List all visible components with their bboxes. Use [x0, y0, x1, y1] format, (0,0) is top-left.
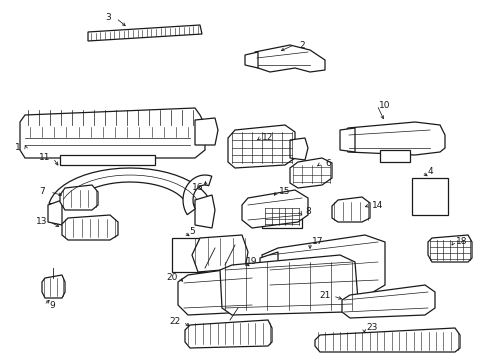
- Polygon shape: [48, 200, 62, 225]
- Polygon shape: [289, 138, 307, 160]
- Polygon shape: [183, 175, 211, 215]
- Text: 22: 22: [169, 318, 180, 327]
- Text: 19: 19: [246, 257, 257, 266]
- Polygon shape: [341, 285, 434, 318]
- Text: 10: 10: [379, 100, 390, 109]
- Text: 1: 1: [15, 144, 21, 153]
- Text: 8: 8: [305, 207, 310, 216]
- Text: 4: 4: [427, 167, 432, 176]
- Polygon shape: [88, 25, 202, 41]
- Polygon shape: [192, 235, 247, 272]
- Text: 17: 17: [312, 238, 323, 247]
- Polygon shape: [289, 158, 331, 188]
- Polygon shape: [260, 252, 278, 295]
- Polygon shape: [20, 108, 204, 158]
- Polygon shape: [60, 185, 98, 210]
- Polygon shape: [331, 197, 369, 222]
- Polygon shape: [253, 45, 325, 72]
- Polygon shape: [411, 178, 447, 215]
- Text: 13: 13: [36, 217, 48, 226]
- Polygon shape: [244, 52, 258, 68]
- Polygon shape: [220, 255, 357, 315]
- Polygon shape: [60, 155, 155, 165]
- Polygon shape: [184, 320, 271, 348]
- Text: 12: 12: [262, 134, 273, 143]
- Polygon shape: [262, 205, 302, 228]
- Polygon shape: [195, 118, 218, 145]
- Polygon shape: [379, 150, 409, 162]
- Text: 2: 2: [299, 40, 304, 49]
- Text: 15: 15: [279, 188, 290, 197]
- Polygon shape: [339, 128, 354, 152]
- Text: 21: 21: [319, 292, 330, 301]
- Text: 9: 9: [49, 301, 55, 310]
- Text: 20: 20: [166, 274, 177, 283]
- Text: 3: 3: [105, 13, 111, 22]
- Text: 14: 14: [371, 201, 383, 210]
- Text: 7: 7: [39, 188, 45, 197]
- Text: 11: 11: [39, 153, 51, 162]
- Text: 16: 16: [192, 184, 203, 193]
- Polygon shape: [314, 328, 459, 352]
- Polygon shape: [62, 215, 118, 240]
- Polygon shape: [178, 268, 260, 315]
- Text: 18: 18: [455, 238, 467, 247]
- Polygon shape: [195, 195, 215, 228]
- Polygon shape: [242, 190, 307, 228]
- Text: 6: 6: [325, 159, 330, 168]
- Polygon shape: [341, 122, 444, 155]
- Polygon shape: [42, 275, 65, 298]
- Polygon shape: [227, 125, 294, 168]
- Polygon shape: [427, 235, 471, 262]
- Polygon shape: [49, 168, 210, 206]
- Text: 5: 5: [189, 228, 195, 237]
- Text: 23: 23: [366, 324, 377, 333]
- Polygon shape: [172, 238, 212, 272]
- Polygon shape: [262, 235, 384, 298]
